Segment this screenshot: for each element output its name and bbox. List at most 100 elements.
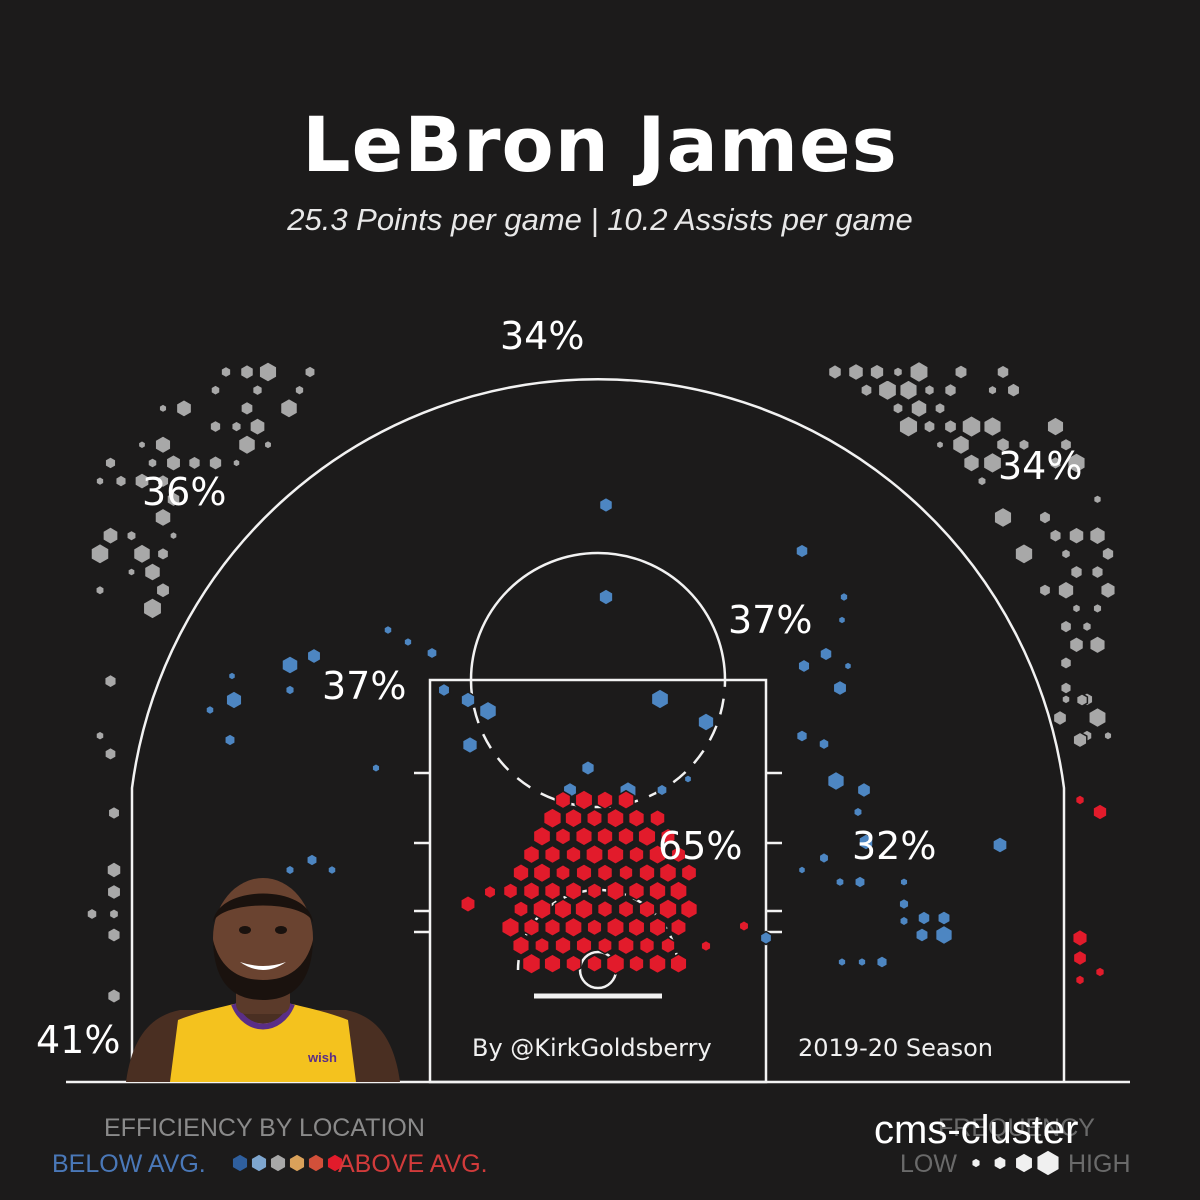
- shot-hex: [522, 880, 541, 902]
- shot-hex: [103, 673, 118, 689]
- shot-hex: [165, 453, 182, 473]
- shot-hex: [658, 898, 678, 921]
- shot-hex: [108, 907, 120, 921]
- shot-hex: [285, 864, 295, 876]
- shot-hex: [1038, 582, 1052, 598]
- shot-hex: [679, 898, 699, 920]
- player-eye-left: [239, 926, 251, 934]
- shot-hex: [617, 826, 635, 847]
- shot-hex: [461, 735, 479, 755]
- zone-label-right-baseline-midrange: 32%: [852, 824, 937, 868]
- shot-hex: [564, 807, 583, 829]
- shot-hex: [818, 737, 830, 751]
- shot-hex: [227, 671, 237, 681]
- shot-hex: [669, 880, 688, 902]
- shot-hex: [847, 362, 865, 382]
- legend-below-avg: BELOW AVG.: [52, 1150, 206, 1178]
- shot-hex: [618, 863, 634, 882]
- shot-hex: [555, 863, 571, 882]
- shot-hex: [943, 382, 958, 398]
- shot-hex: [797, 658, 811, 674]
- shot-hex: [795, 728, 809, 744]
- shot-hex: [460, 894, 476, 914]
- jersey-sponsor: wish: [307, 1050, 337, 1065]
- shot-hex: [1099, 580, 1117, 600]
- shot-hex: [1069, 564, 1084, 580]
- paint-lane: [428, 678, 768, 1084]
- shot-hex: [249, 416, 266, 437]
- shot-hex: [650, 688, 670, 710]
- shot-hex: [1092, 803, 1108, 821]
- legend-high: HIGH: [1068, 1150, 1131, 1178]
- shot-hex: [797, 865, 807, 875]
- shot-hex: [892, 401, 904, 416]
- shot-hex: [137, 439, 147, 450]
- shot-hex: [606, 807, 625, 829]
- shot-hex: [209, 419, 222, 434]
- shot-hex: [478, 700, 498, 722]
- shot-hex: [187, 455, 202, 471]
- shot-hex: [279, 397, 299, 420]
- shot-hex: [106, 883, 122, 901]
- shot-hex: [680, 863, 698, 883]
- shot-hex: [1052, 709, 1068, 727]
- shot-hex: [210, 384, 221, 397]
- shot-hex: [1068, 635, 1085, 654]
- shot-hex: [383, 624, 393, 636]
- shot-hex: [580, 759, 596, 777]
- shot-hex: [288, 1153, 306, 1173]
- shot-hex: [606, 880, 625, 902]
- shot-hex: [1088, 706, 1107, 729]
- shot-hex: [554, 935, 572, 956]
- shot-hex: [220, 365, 232, 379]
- shot-hex: [327, 864, 337, 876]
- lane-hash-marks: [414, 771, 782, 934]
- shot-hex: [147, 456, 158, 469]
- shot-hex: [934, 924, 954, 946]
- shot-hex: [306, 647, 322, 665]
- shot-hex: [106, 926, 122, 944]
- shot-hex: [648, 843, 667, 866]
- player-head: [213, 878, 313, 998]
- shot-hex: [250, 1153, 268, 1173]
- shot-hex: [638, 862, 656, 883]
- shot-hex: [837, 956, 847, 968]
- shot-hex: [574, 897, 594, 921]
- shot-hex: [819, 646, 833, 662]
- shot-hex: [542, 807, 563, 830]
- shot-hex: [1101, 546, 1115, 562]
- restricted-area-arc: [516, 888, 680, 971]
- shot-hex: [993, 506, 1013, 529]
- shot-hex: [1057, 580, 1075, 601]
- shot-hex: [107, 805, 121, 821]
- shot-hex: [937, 909, 951, 927]
- shot-hex: [205, 704, 215, 716]
- shot-hex: [237, 434, 257, 456]
- player-beard: [213, 940, 313, 1000]
- shot-hex: [106, 987, 122, 1005]
- zone-label-left-corner-three: 41%: [36, 1018, 121, 1062]
- shot-hex: [426, 646, 438, 660]
- shot-hex: [606, 843, 625, 866]
- legend-frequency-title: FREQUENCY: [938, 1114, 1095, 1142]
- shot-hex: [132, 543, 152, 565]
- shot-hex: [670, 845, 687, 864]
- free-throw-circle-top: [469, 551, 727, 681]
- legend-hex-swatches: [231, 1149, 1061, 1177]
- shot-hex: [86, 907, 98, 921]
- shot-hex: [954, 364, 968, 380]
- shot-hex: [106, 861, 122, 879]
- shot-hex: [326, 1153, 344, 1173]
- shot-hex: [95, 730, 105, 742]
- shot-hex: [606, 916, 625, 939]
- shot-hex: [175, 398, 193, 418]
- shot-hex: [586, 808, 603, 828]
- shot-hex: [1059, 655, 1073, 671]
- shot-hex: [617, 899, 635, 919]
- shot-hex: [230, 420, 243, 433]
- shot-hex: [158, 403, 168, 414]
- shot-hex: [638, 936, 656, 955]
- shot-hex: [857, 956, 867, 968]
- shot-hex: [628, 845, 645, 864]
- shot-hex: [532, 897, 552, 921]
